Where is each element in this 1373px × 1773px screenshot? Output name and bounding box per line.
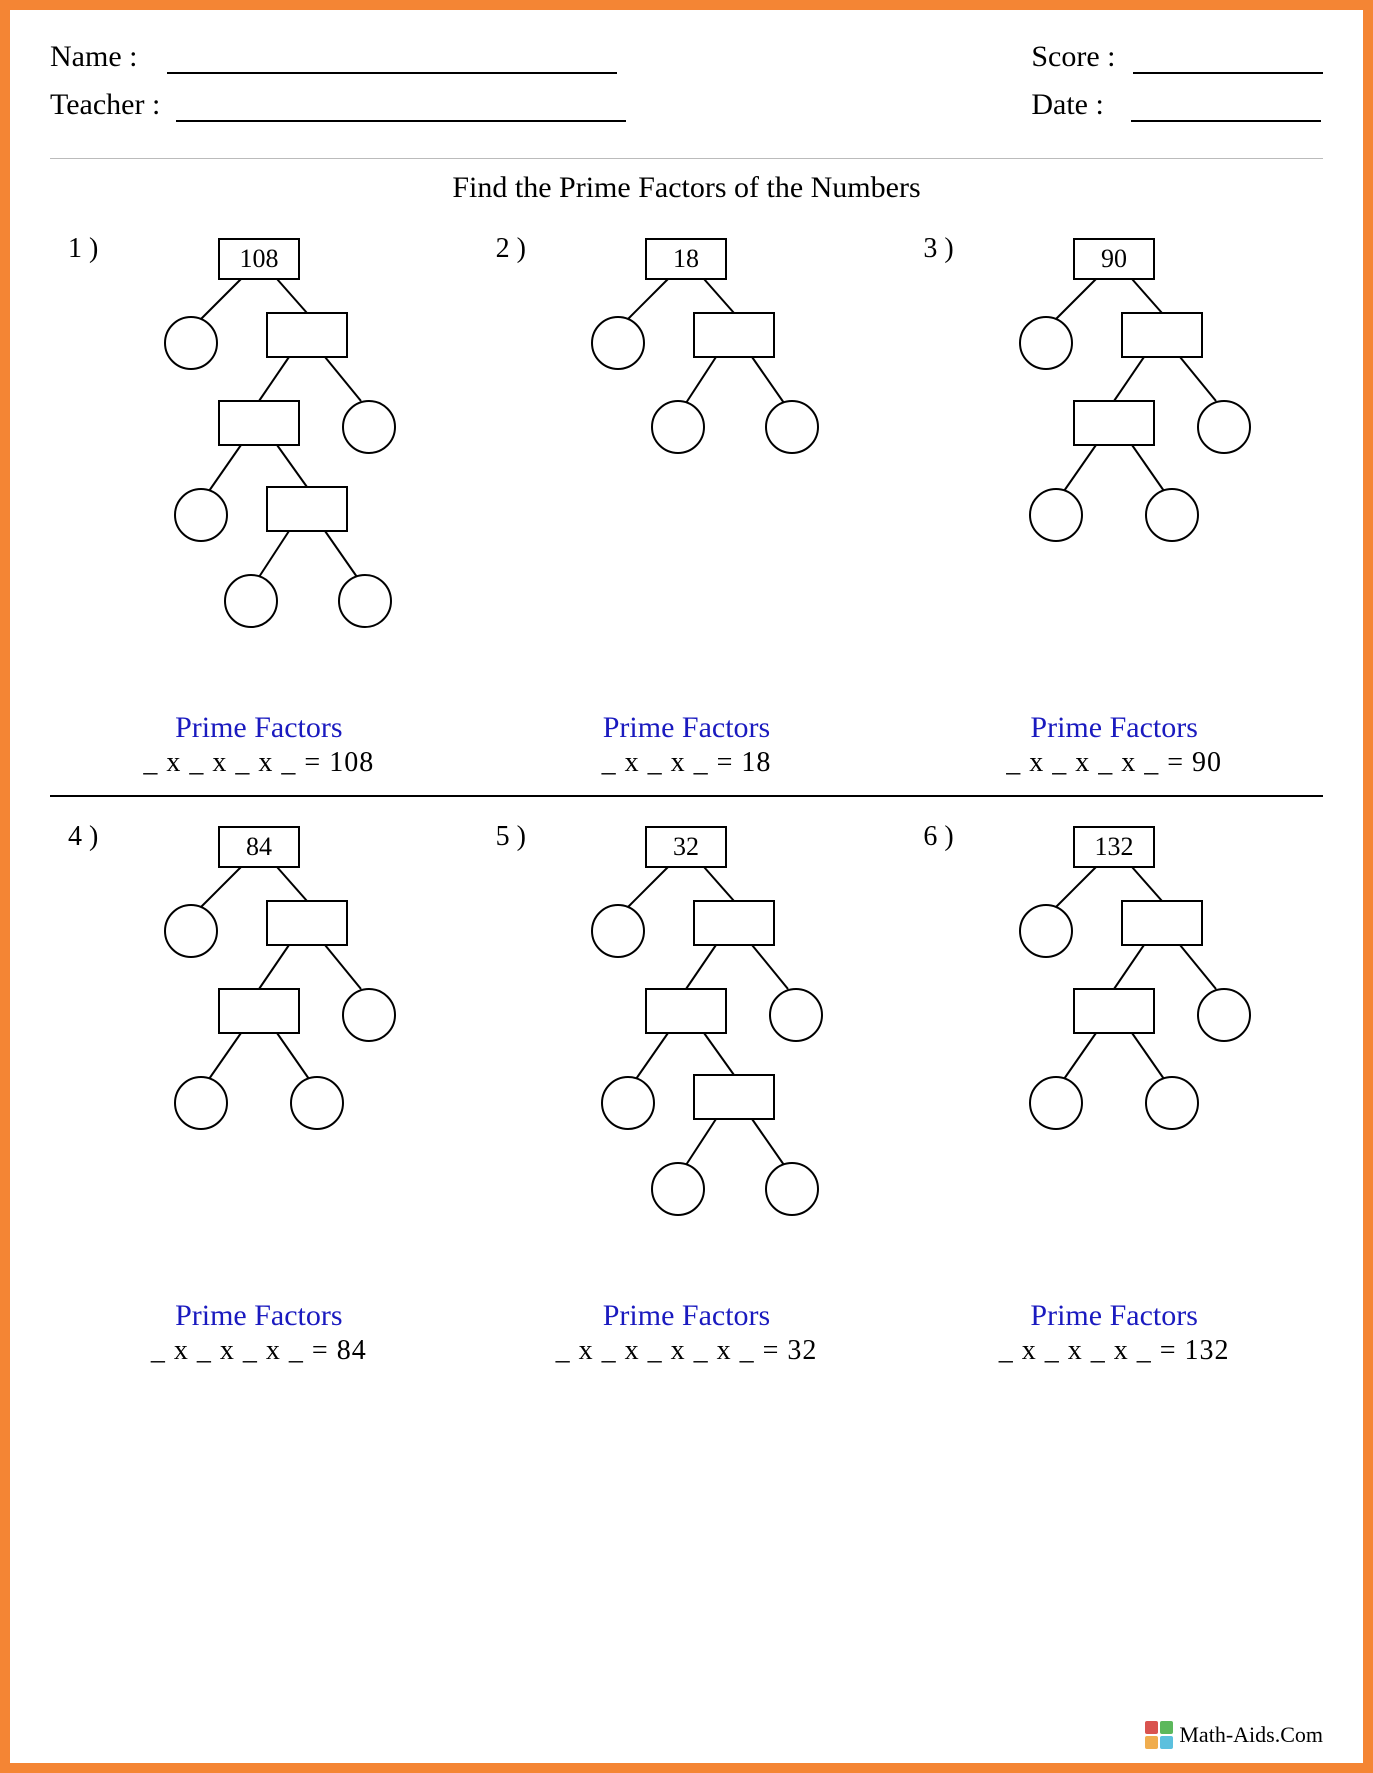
date-label: Date : (1031, 88, 1103, 122)
start-number: 132 (1095, 832, 1134, 861)
prime-factors-equation[interactable]: _ x _ x _ x _ = 132 (905, 1335, 1323, 1367)
teacher-label: Teacher : (50, 88, 160, 122)
factor-tree: 132 (905, 821, 1323, 1291)
problem-number: 6 ) (923, 821, 953, 853)
name-blank-line[interactable] (167, 50, 617, 74)
prime-factors-equation[interactable]: _ x _ x _ x _ = 108 (50, 747, 468, 779)
name-field-row: Name : (50, 40, 626, 74)
answer-block: Prime Factors _ x _ x _ = 18 (478, 711, 896, 779)
prime-factors-equation[interactable]: _ x _ x _ x _ = 90 (905, 747, 1323, 779)
worksheet-page: Name : Teacher : Score : Date : Find the… (0, 0, 1373, 1773)
answer-block: Prime Factors _ x _ x _ x _ = 84 (50, 1299, 468, 1367)
problem-number: 3 ) (923, 233, 953, 265)
problem-5: 5 ) 32 (478, 821, 896, 1367)
start-number: 18 (673, 244, 699, 273)
start-number: 90 (1101, 244, 1127, 273)
problem-number: 2 ) (496, 233, 526, 265)
name-label: Name : (50, 40, 137, 74)
start-number: 108 (239, 244, 278, 273)
answer-block: Prime Factors _ x _ x _ x _ x _ = 32 (478, 1299, 896, 1367)
header-fields: Name : Teacher : Score : Date : (50, 40, 1323, 136)
problem-number: 4 ) (68, 821, 98, 853)
header-rule (50, 158, 1323, 159)
prime-factors-equation[interactable]: _ x _ x _ = 18 (478, 747, 896, 779)
factor-tree: 18 (478, 233, 896, 703)
problem-1: 1 ) 108 (50, 233, 468, 779)
score-blank-line[interactable] (1133, 50, 1323, 74)
answer-block: Prime Factors _ x _ x _ x _ = 132 (905, 1299, 1323, 1367)
prime-factors-equation[interactable]: _ x _ x _ x _ = 84 (50, 1335, 468, 1367)
start-number: 32 (673, 832, 699, 861)
factor-tree: 32 (478, 821, 896, 1291)
problem-4: 4 ) 84 (50, 821, 468, 1367)
factor-tree-svg: 132 (964, 821, 1264, 1291)
problem-number: 5 ) (496, 821, 526, 853)
factor-tree: 108 (50, 233, 468, 703)
problems-grid: 1 ) 108 (50, 233, 1323, 1367)
header-right: Score : Date : (1031, 40, 1323, 136)
header-left: Name : Teacher : (50, 40, 626, 136)
date-blank-line[interactable] (1131, 98, 1321, 122)
footer-text: Math-Aids.Com (1179, 1722, 1323, 1748)
teacher-blank-line[interactable] (176, 98, 626, 122)
factor-tree-svg: 90 (964, 233, 1264, 703)
problem-6: 6 ) 132 (905, 821, 1323, 1367)
answer-block: Prime Factors _ x _ x _ x _ = 90 (905, 711, 1323, 779)
problem-3: 3 ) 90 (905, 233, 1323, 779)
prime-factors-label: Prime Factors (50, 1299, 468, 1333)
score-field-row: Score : (1031, 40, 1323, 74)
prime-factors-label: Prime Factors (478, 1299, 896, 1333)
factor-tree-svg: 18 (536, 233, 836, 703)
row-separator (50, 795, 1323, 797)
factor-tree: 84 (50, 821, 468, 1291)
factor-tree-svg: 32 (536, 821, 836, 1291)
prime-factors-label: Prime Factors (905, 711, 1323, 745)
score-label: Score : (1031, 40, 1115, 74)
prime-factors-label: Prime Factors (50, 711, 468, 745)
factor-tree-svg: 108 (109, 233, 409, 703)
worksheet-title: Find the Prime Factors of the Numbers (50, 171, 1323, 205)
problem-2: 2 ) 18 Prime Factors (478, 233, 896, 779)
factor-tree-svg: 84 (109, 821, 409, 1291)
start-number: 84 (246, 832, 272, 861)
date-field-row: Date : (1031, 88, 1323, 122)
prime-factors-label: Prime Factors (478, 711, 896, 745)
footer: Math-Aids.Com (1145, 1721, 1323, 1749)
answer-block: Prime Factors _ x _ x _ x _ = 108 (50, 711, 468, 779)
prime-factors-equation[interactable]: _ x _ x _ x _ x _ = 32 (478, 1335, 896, 1367)
problem-number: 1 ) (68, 233, 98, 265)
prime-factors-label: Prime Factors (905, 1299, 1323, 1333)
footer-logo-icon (1145, 1721, 1173, 1749)
teacher-field-row: Teacher : (50, 88, 626, 122)
factor-tree: 90 (905, 233, 1323, 703)
